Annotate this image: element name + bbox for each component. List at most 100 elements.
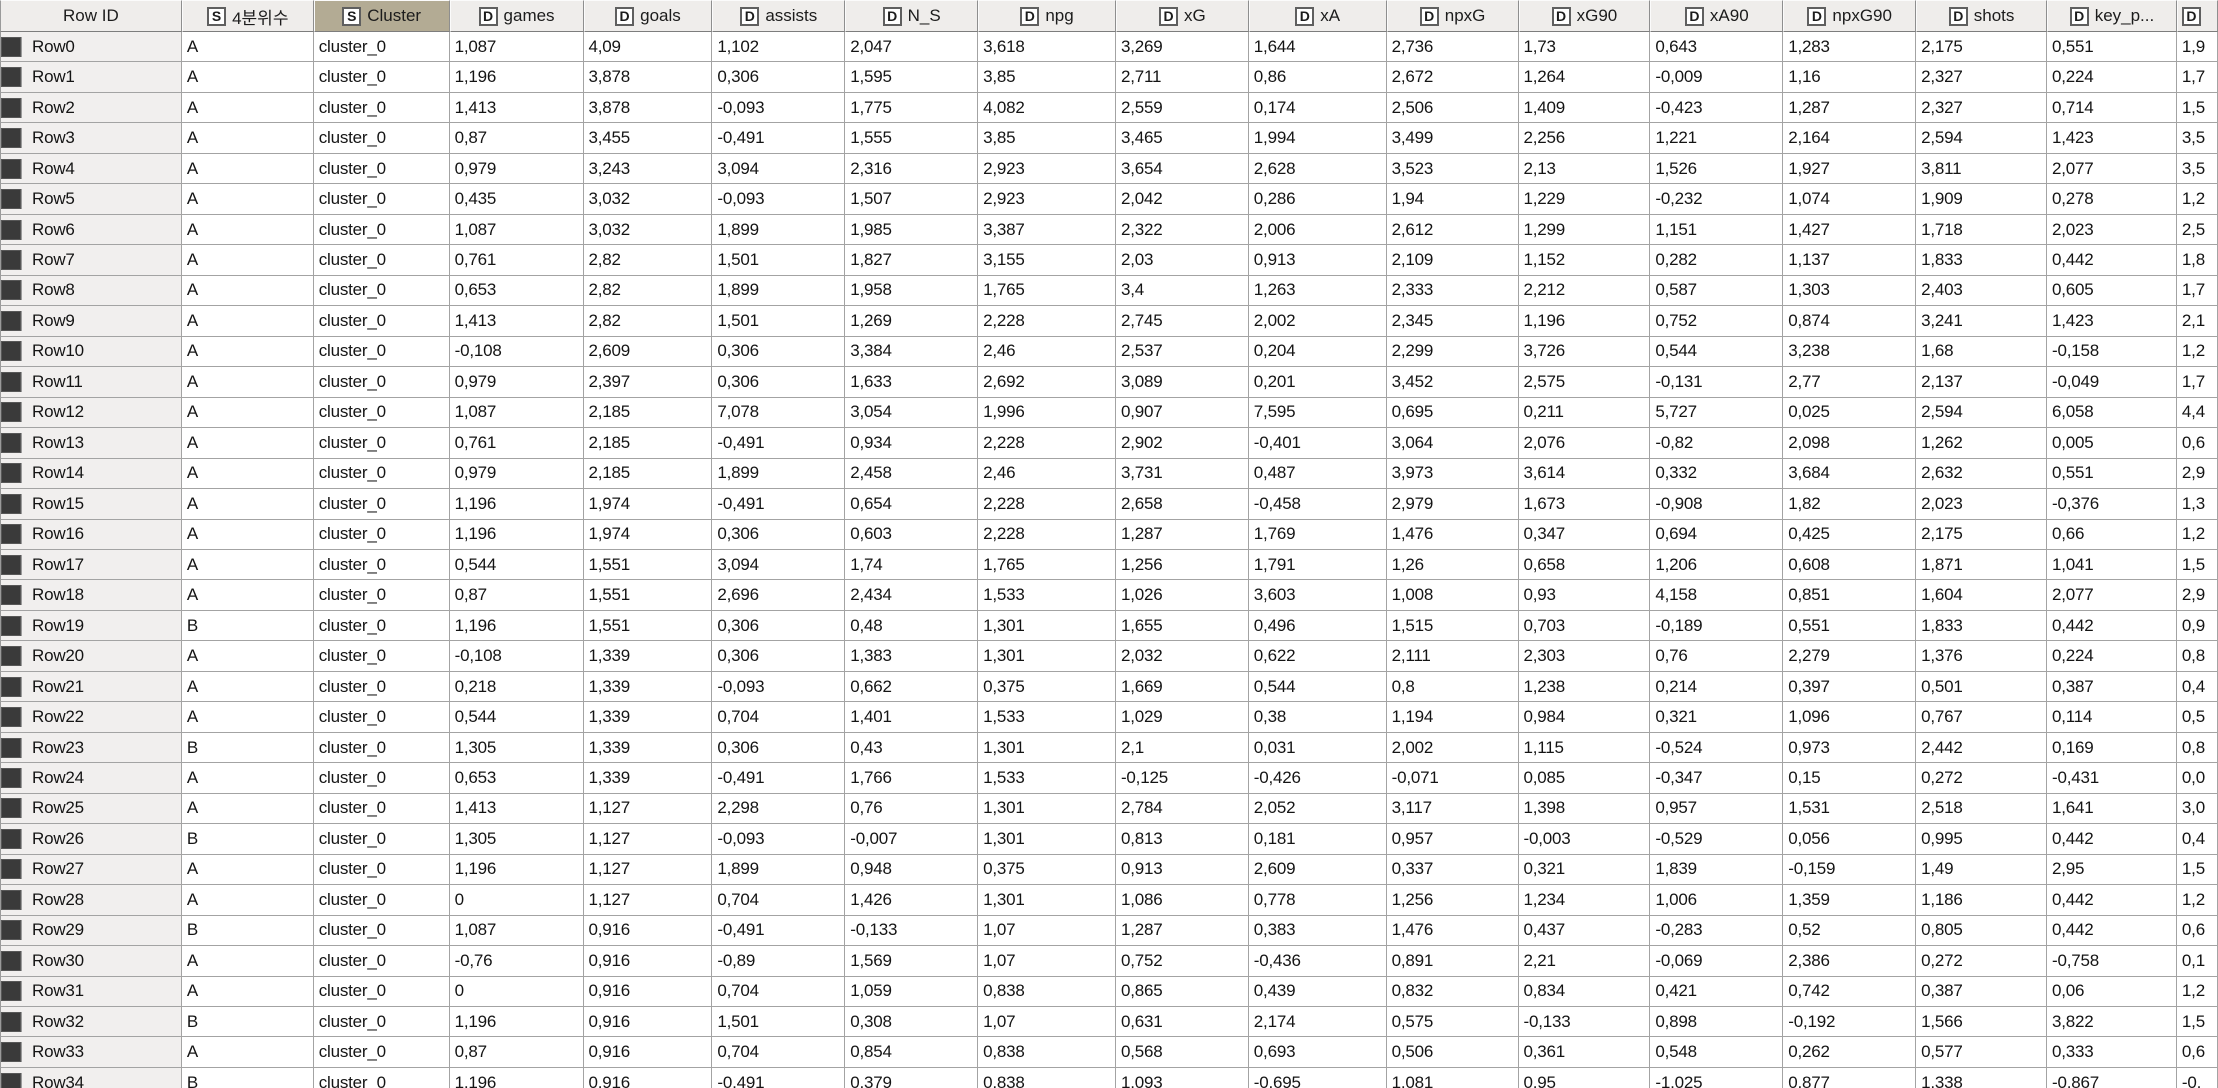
cell[interactable]: 0,379 <box>845 1067 979 1088</box>
cell[interactable]: 1,127 <box>583 824 713 855</box>
cell[interactable]: 1,059 <box>845 976 979 1007</box>
row-id-cell[interactable]: Row32 <box>0 1007 182 1038</box>
cell[interactable]: B <box>181 824 314 855</box>
cell[interactable]: 0,654 <box>845 489 979 520</box>
cell[interactable]: B <box>181 915 314 947</box>
row-id-cell[interactable]: Row23 <box>0 732 182 764</box>
cell[interactable]: cluster_0 <box>313 489 450 520</box>
cell[interactable]: 0,838 <box>978 976 1116 1007</box>
cell[interactable]: 6,058 <box>2047 397 2177 429</box>
cell[interactable]: 1,7 <box>2176 62 2218 93</box>
cell[interactable]: 0,114 <box>2047 702 2177 733</box>
cell[interactable]: 0,832 <box>1386 976 1519 1007</box>
row-id-cell[interactable]: Row0 <box>0 32 182 63</box>
cell[interactable]: 3,094 <box>712 549 846 581</box>
cell[interactable]: 1,087 <box>449 915 584 947</box>
row-id-cell[interactable]: Row3 <box>0 123 182 154</box>
cell[interactable]: 2,042 <box>1115 184 1249 215</box>
cell[interactable]: 0,306 <box>712 641 846 672</box>
cell[interactable]: cluster_0 <box>313 367 450 398</box>
cell[interactable]: 2,002 <box>1248 306 1387 337</box>
cell[interactable]: 1,974 <box>583 489 713 520</box>
cell[interactable]: 2,559 <box>1115 92 1249 124</box>
cell[interactable]: 1,766 <box>845 763 979 794</box>
cell[interactable]: 0,957 <box>1650 793 1784 825</box>
cell[interactable]: 0,87 <box>449 1037 584 1068</box>
row-id-cell[interactable]: Row13 <box>0 428 182 459</box>
cell[interactable]: 0,742 <box>1783 976 1917 1007</box>
cell[interactable]: 1,196 <box>449 489 584 520</box>
cell[interactable]: 3,4 <box>1115 275 1249 307</box>
cell[interactable]: 0,15 <box>1783 763 1917 794</box>
cell[interactable]: 0,211 <box>1518 397 1651 429</box>
cell[interactable]: 2,784 <box>1115 793 1249 825</box>
cell[interactable]: -0,347 <box>1650 763 1784 794</box>
cell[interactable]: cluster_0 <box>313 1037 450 1068</box>
cell[interactable]: 2,316 <box>845 153 979 185</box>
cell[interactable]: 1,301 <box>978 885 1116 916</box>
cell[interactable]: 1,566 <box>1916 1007 2048 1038</box>
row-id-cell[interactable]: Row2 <box>0 92 182 124</box>
cell[interactable]: 2,736 <box>1386 32 1519 63</box>
cell[interactable]: -0,76 <box>449 946 584 977</box>
cell[interactable]: 0,397 <box>1783 671 1917 703</box>
cell[interactable]: cluster_0 <box>313 62 450 93</box>
row-id-cell[interactable]: Row27 <box>0 854 182 886</box>
cell[interactable]: 2,228 <box>978 306 1116 337</box>
cell[interactable]: 1,409 <box>1518 92 1651 124</box>
cell[interactable]: 0,421 <box>1650 976 1784 1007</box>
cell[interactable]: B <box>181 610 314 642</box>
cell[interactable]: 2,434 <box>845 580 979 611</box>
cell[interactable]: 0,262 <box>1783 1037 1917 1068</box>
cell[interactable]: 1,68 <box>1916 336 2048 368</box>
cell[interactable]: A <box>181 489 314 520</box>
cell[interactable]: 0,308 <box>845 1007 979 1038</box>
cell[interactable]: 1,73 <box>1518 32 1651 63</box>
cell[interactable]: 3,384 <box>845 336 979 368</box>
cell[interactable]: 1,287 <box>1115 519 1249 550</box>
cell[interactable]: 2,345 <box>1386 306 1519 337</box>
cell[interactable]: 3,5 <box>2176 153 2218 185</box>
cell[interactable]: 0,693 <box>1248 1037 1387 1068</box>
cell[interactable]: -0,458 <box>1248 489 1387 520</box>
row-id-cell[interactable]: Row14 <box>0 458 182 490</box>
cell[interactable]: 0,957 <box>1386 824 1519 855</box>
cell[interactable]: 0,551 <box>2047 458 2177 490</box>
cell[interactable]: 0,031 <box>1248 732 1387 764</box>
cell[interactable]: 1,305 <box>449 824 584 855</box>
cell[interactable]: cluster_0 <box>313 245 450 276</box>
cell[interactable]: 0,838 <box>978 1037 1116 1068</box>
row-id-cell[interactable]: Row15 <box>0 489 182 520</box>
row-id-cell[interactable]: Row25 <box>0 793 182 825</box>
cell[interactable]: 2,185 <box>583 458 713 490</box>
cell[interactable]: 2,002 <box>1386 732 1519 764</box>
cell[interactable]: 1,555 <box>845 123 979 154</box>
cell[interactable]: 2,95 <box>2047 854 2177 886</box>
cell[interactable]: 2,1 <box>1115 732 1249 764</box>
cell[interactable]: cluster_0 <box>313 915 450 947</box>
cell[interactable]: cluster_0 <box>313 946 450 977</box>
cell[interactable]: 0,548 <box>1650 1037 1784 1068</box>
cell[interactable]: A <box>181 245 314 276</box>
row-id-cell[interactable]: Row19 <box>0 610 182 642</box>
row-id-cell[interactable]: Row30 <box>0 946 182 977</box>
cell[interactable]: 0,224 <box>2047 641 2177 672</box>
cell[interactable]: -0, <box>2176 1067 2218 1088</box>
cell[interactable]: 0,907 <box>1115 397 1249 429</box>
cell[interactable]: 2,006 <box>1248 214 1387 246</box>
cell[interactable]: cluster_0 <box>313 519 450 550</box>
cell[interactable]: 1,501 <box>712 306 846 337</box>
cell[interactable]: 4,082 <box>978 92 1116 124</box>
cell[interactable]: A <box>181 580 314 611</box>
cell[interactable]: 2,185 <box>583 397 713 429</box>
cell[interactable]: -0,108 <box>449 336 584 368</box>
cell[interactable]: 1,299 <box>1518 214 1651 246</box>
cell[interactable]: 3,054 <box>845 397 979 429</box>
cell[interactable]: 0,916 <box>583 1067 713 1088</box>
